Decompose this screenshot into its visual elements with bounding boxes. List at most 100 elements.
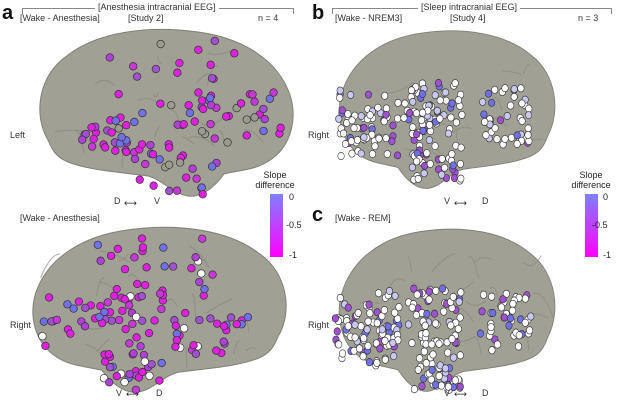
- electrode-dot: [114, 124, 123, 133]
- colorbar-b-tick-1: -0.5: [592, 220, 608, 230]
- electrode-dot: [373, 318, 381, 328]
- electrode-dot: [449, 161, 457, 170]
- electrode-dot: [508, 306, 517, 315]
- electrode-dot: [335, 114, 343, 123]
- colorbar-b-title: Slope difference: [566, 170, 616, 190]
- electrode-dot: [364, 317, 372, 326]
- electrode-dot: [122, 121, 131, 130]
- electrode-dot: [160, 262, 169, 271]
- electrode-dot: [130, 253, 139, 262]
- electrode-dot: [482, 131, 490, 140]
- electrode-dot: [129, 62, 138, 71]
- electrode-dot: [488, 346, 496, 355]
- electrode-dot: [81, 303, 90, 312]
- electrode-dot: [165, 186, 174, 196]
- electrode-dot: [451, 79, 459, 88]
- electrode-dot: [382, 134, 390, 143]
- electrode-dot: [230, 49, 239, 58]
- electrode-dot: [510, 92, 518, 101]
- electrode-dot: [506, 314, 514, 323]
- electrode-dot: [391, 308, 399, 317]
- electrode-dot: [515, 331, 523, 340]
- electrode-dot: [136, 342, 145, 351]
- sulcus-line: [94, 79, 116, 87]
- electrode-dot: [394, 114, 402, 123]
- electrode-dot: [347, 91, 355, 99]
- electrode-dot: [524, 124, 532, 133]
- electrode-dot: [125, 301, 134, 310]
- electrode-dot: [423, 310, 431, 319]
- electrode-dot: [344, 303, 352, 312]
- electrode-dot: [381, 336, 389, 345]
- electrode-dot: [385, 286, 393, 295]
- sulcus-line: [166, 298, 178, 308]
- electrode-dot: [78, 135, 87, 144]
- electrode-dot: [447, 321, 455, 330]
- electrode-dot: [104, 350, 113, 359]
- colorbar-a-title-line2: difference: [255, 180, 295, 190]
- electrode-dot: [381, 91, 389, 100]
- electrode-dot: [100, 143, 110, 152]
- electrode-dot: [243, 313, 253, 322]
- electrode-dot: [381, 355, 389, 364]
- brain-c-right-hemisphere: [331, 228, 556, 394]
- electrode-dot: [188, 164, 197, 173]
- electrode-dot: [497, 303, 505, 312]
- electrode-dot: [133, 279, 142, 289]
- electrode-dot: [219, 337, 228, 346]
- electrode-dot: [499, 295, 507, 304]
- electrode-dot: [406, 108, 414, 117]
- electrode-dot: [501, 84, 509, 93]
- sulcus-line: [502, 70, 522, 76]
- electrode-dot: [509, 299, 517, 308]
- electrode-dot: [132, 333, 141, 342]
- electrode-dot: [525, 104, 533, 113]
- electrode-dot: [248, 90, 257, 99]
- electrode-dot: [179, 324, 189, 333]
- hemisphere-label-a-top: Left: [10, 130, 26, 140]
- condition-label-a-top: [Wake - Anesthesia]: [20, 13, 100, 23]
- electrode-dot: [197, 96, 207, 105]
- electrode-dot: [111, 116, 120, 125]
- colorbar-a-title: Slope difference: [250, 170, 300, 190]
- electrode-dot: [374, 103, 382, 112]
- sulcus-line: [127, 274, 144, 292]
- electrode-dot: [155, 376, 164, 385]
- electrode-dot: [198, 190, 207, 199]
- electrode-dot: [208, 162, 217, 171]
- electrode-dot: [400, 113, 408, 122]
- electrode-dot: [189, 341, 198, 350]
- study-title-anesthesia: [Anesthesia intracranial EEG]: [95, 2, 219, 13]
- electrode-dot: [428, 365, 436, 374]
- electrode-dot: [357, 112, 365, 120]
- brain-group: [39, 28, 294, 199]
- electrode-dot: [44, 293, 54, 302]
- orientation-b-left: V: [444, 196, 451, 206]
- electrode-dot: [242, 115, 251, 124]
- electrode-dot: [454, 324, 462, 333]
- electrode-dot: [106, 251, 116, 260]
- electrode-dot: [428, 340, 436, 349]
- electrode-dot: [458, 110, 466, 119]
- electrode-dot: [368, 150, 376, 158]
- electrode-dot: [103, 298, 112, 307]
- electrode-dot: [105, 378, 114, 387]
- electrode-dot: [353, 136, 361, 144]
- electrode-dot: [122, 147, 131, 157]
- electrode-dot: [338, 106, 346, 115]
- electrode-dot: [112, 372, 121, 381]
- electrode-dot: [157, 358, 166, 368]
- condition-label-c: [Wake - REM]: [335, 213, 391, 223]
- electrode-dot: [456, 382, 464, 391]
- electrode-dot: [420, 347, 428, 356]
- electrode-dot: [480, 290, 488, 299]
- electrode-dot: [112, 285, 121, 294]
- electrode-dot: [198, 234, 207, 243]
- electrode-dot: [89, 134, 98, 144]
- electrode-dot: [389, 121, 397, 130]
- electrode-dot: [156, 99, 165, 108]
- electrode-dot: [194, 88, 203, 97]
- electrode-dot: [213, 319, 222, 328]
- electrode-dot: [395, 303, 403, 312]
- electrode-dot: [120, 295, 129, 304]
